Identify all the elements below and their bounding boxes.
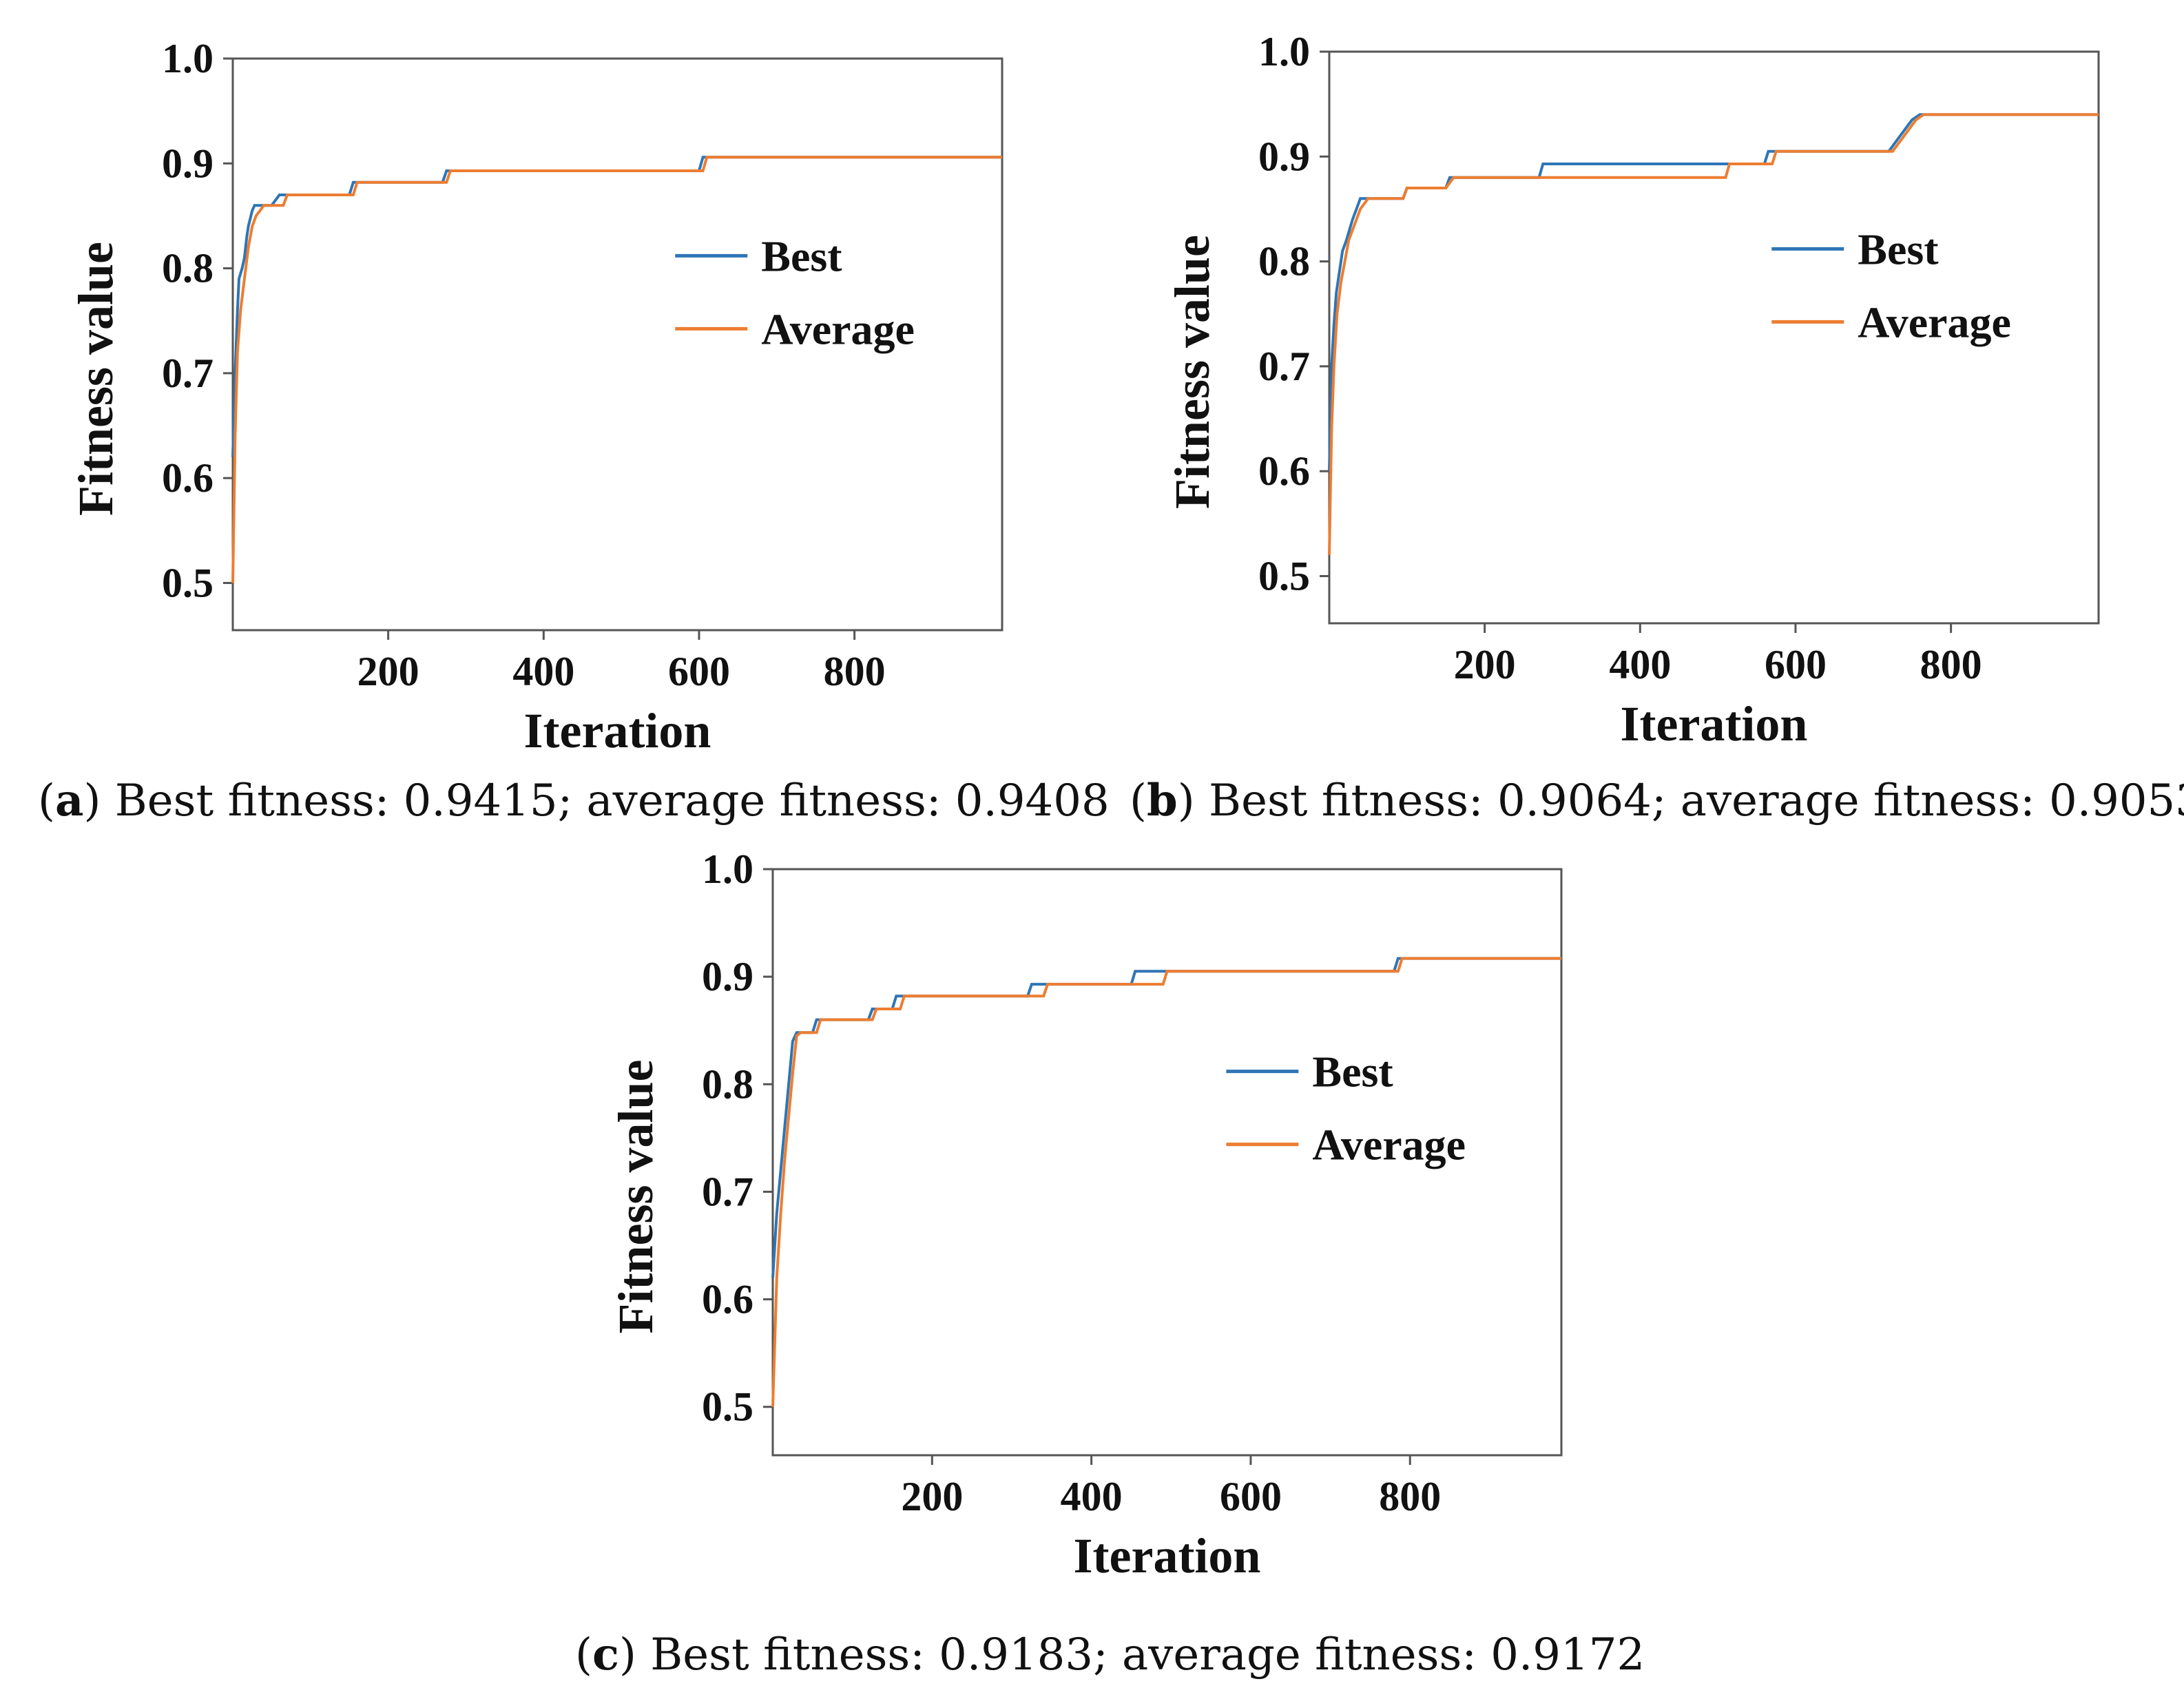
series-line-average-b	[1328, 113, 2099, 556]
y-tick-label-b: 0.8	[1258, 239, 1310, 284]
y-tick-label-b: 0.9	[1258, 134, 1310, 179]
series-line-best-c	[771, 957, 1561, 1278]
legend-label-average-c: Average	[1312, 1121, 1466, 1169]
caption-c: (c) Best fitness: 0.9183; average fitnes…	[575, 1629, 1645, 1680]
plot-frame-b	[1328, 50, 2100, 625]
y-tick-label-a: 1.0	[162, 36, 214, 81]
y-tick-label-c: 0.5	[702, 1384, 753, 1430]
x-tick-label-c: 800	[1379, 1474, 1441, 1519]
caption-c-text: Best fitness: 0.9183; average fitness: 0…	[650, 1629, 1645, 1680]
y-tick-label-b: 0.5	[1258, 553, 1310, 598]
legend-label-best-a: Best	[761, 231, 842, 280]
legend-label-average-a: Average	[761, 304, 915, 353]
y-axis-title-b: Fitness value	[1165, 235, 1220, 509]
y-tick-label-a: 0.5	[162, 560, 214, 605]
series-line-average-a	[231, 156, 1002, 583]
caption-b-text: Best fitness: 0.9064; average fitness: 0…	[1209, 775, 2184, 826]
y-axis-title-c: Fitness value	[608, 1059, 663, 1333]
x-tick-label-b: 200	[1454, 642, 1516, 687]
plot-frame-c	[771, 868, 1563, 1457]
y-tick-label-c: 0.9	[702, 954, 753, 999]
x-tick-label-b: 600	[1765, 642, 1827, 687]
legend-label-average-b: Average	[1858, 298, 2011, 346]
y-tick-label-b: 1.0	[1258, 29, 1310, 74]
x-tick-label-a: 600	[668, 649, 730, 694]
x-tick-label-b: 800	[1920, 642, 1982, 687]
y-tick-label-b: 0.7	[1258, 344, 1310, 389]
legend-label-best-b: Best	[1858, 225, 1939, 273]
y-tick-label-c: 1.0	[702, 846, 753, 892]
caption-b: (b) Best fitness: 0.9064; average fitnes…	[1130, 775, 2184, 826]
x-tick-label-a: 400	[512, 649, 574, 694]
series-line-best-b	[1328, 113, 2099, 472]
caption-a-text: Best fitness: 0.9415; average fitness: 0…	[114, 775, 1110, 826]
y-tick-label-c: 0.7	[702, 1169, 753, 1214]
legend-label-best-c: Best	[1312, 1048, 1393, 1096]
y-tick-label-c: 0.6	[702, 1277, 753, 1322]
y-tick-label-a: 0.9	[162, 140, 214, 186]
x-tick-label-c: 600	[1220, 1474, 1282, 1519]
caption-c-letter: c	[592, 1629, 619, 1680]
y-tick-label-a: 0.8	[162, 246, 214, 291]
y-tick-label-b: 0.6	[1258, 448, 1310, 494]
caption-b-letter: b	[1146, 775, 1178, 826]
x-tick-label-c: 200	[901, 1474, 963, 1519]
x-tick-label-b: 400	[1609, 642, 1671, 687]
x-axis-title-b: Iteration	[1621, 696, 1808, 751]
plot-frame-a	[231, 57, 1003, 632]
y-tick-label-a: 0.6	[162, 455, 214, 501]
x-tick-label-a: 800	[824, 649, 886, 694]
x-axis-title-c: Iteration	[1074, 1528, 1261, 1583]
chart-c: 0.5 0.6 0.7 0.8 0.9 1.0 200 400 600 800 Iteration F…	[608, 846, 1563, 1583]
chart-b: 0.5 0.6 0.7 0.8 0.9 1.0 200 400 600 800 Iteration F…	[1165, 29, 2100, 751]
caption-a: (a) Best fitness: 0.9415; average fitnes…	[38, 775, 1110, 826]
x-tick-label-a: 200	[357, 649, 419, 694]
y-tick-label-c: 0.8	[702, 1061, 753, 1107]
y-axis-title-a: Fitness value	[68, 242, 123, 516]
caption-a-letter: a	[54, 775, 84, 826]
x-axis-title-a: Iteration	[524, 703, 711, 758]
series-line-best-a	[231, 156, 1002, 457]
chart-a: 0.5 0.6 0.7 0.8 0.9 1.0 200 400 600 800 Iteration F…	[68, 36, 1003, 758]
series-line-average-c	[771, 957, 1561, 1407]
y-tick-label-a: 0.7	[162, 351, 214, 396]
x-tick-label-c: 400	[1061, 1474, 1123, 1519]
